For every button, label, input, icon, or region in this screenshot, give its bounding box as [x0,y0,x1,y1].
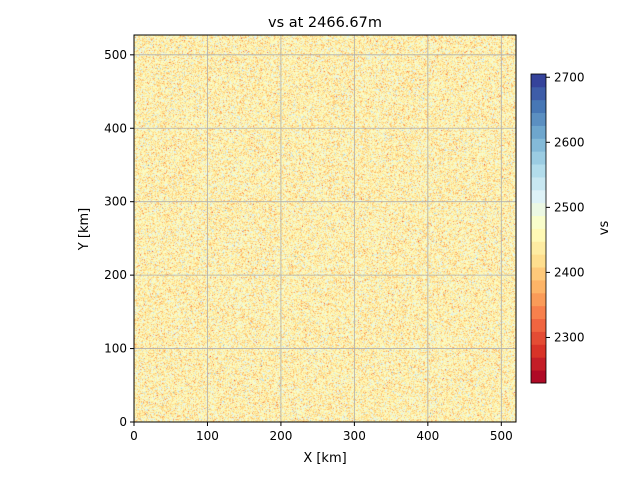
colorbar-level [531,177,546,191]
colorbar-level [531,357,546,371]
y-tick-label: 400 [104,121,127,135]
colorbar-tick-label: 2700 [554,70,585,84]
colorbar-level [531,241,546,255]
x-axis-label: X [km] [303,451,346,466]
colorbar-level [531,318,546,332]
y-tick-label: 100 [104,342,127,356]
colorbar-level [531,86,546,101]
colorbar-level [531,151,546,165]
colorbar-level [531,254,546,268]
y-tick-label: 0 [119,415,127,429]
y-tick-label: 300 [104,195,127,209]
y-axis-label: Y [km] [77,208,92,251]
colorbar-level [531,305,546,320]
colorbar-level [531,215,546,229]
x-tick-label: 0 [130,429,138,443]
colorbar [530,73,547,384]
plot-frame [133,34,517,423]
heatmap-field [134,35,516,422]
colorbar-level [531,99,546,114]
x-tick-label: 300 [343,429,366,443]
colorbar-tick-label: 2600 [554,135,585,149]
colorbar-level [531,370,546,384]
colorbar-level [531,331,546,345]
x-tick-label: 500 [490,429,513,443]
colorbar-level [531,74,546,88]
y-axis: 0 100 200 300 400 500 [104,48,134,429]
y-tick-label: 200 [104,268,127,282]
colorbar-level [531,202,546,217]
colorbar-level [531,138,546,152]
colorbar-level [531,125,546,139]
colorbar-frame [530,73,547,384]
x-axis: 0 100 200 300 400 500 [130,422,513,443]
colorbar-level [531,280,546,294]
colorbar-level [531,164,546,178]
chart-title: vs at 2466.67m [268,15,382,31]
x-tick-label: 400 [416,429,439,443]
colorbar-tick-label: 2400 [554,265,585,279]
colorbar-tick-label: 2500 [554,200,585,214]
x-tick-label: 200 [269,429,292,443]
colorbar-ticks: 2300 2400 2500 2600 2700 [546,70,585,344]
colorbar-tick-label: 2300 [554,330,585,344]
colorbar-level [531,267,546,281]
x-tick-label: 100 [196,429,219,443]
colorbar-level [531,344,546,358]
colorbar-level [531,292,546,307]
colorbar-label: vs [597,221,612,236]
colorbar-level [531,112,546,126]
colorbar-level [531,189,546,204]
grid-lines [133,35,516,423]
y-tick-label: 500 [104,48,127,62]
colorbar-level [531,228,546,242]
